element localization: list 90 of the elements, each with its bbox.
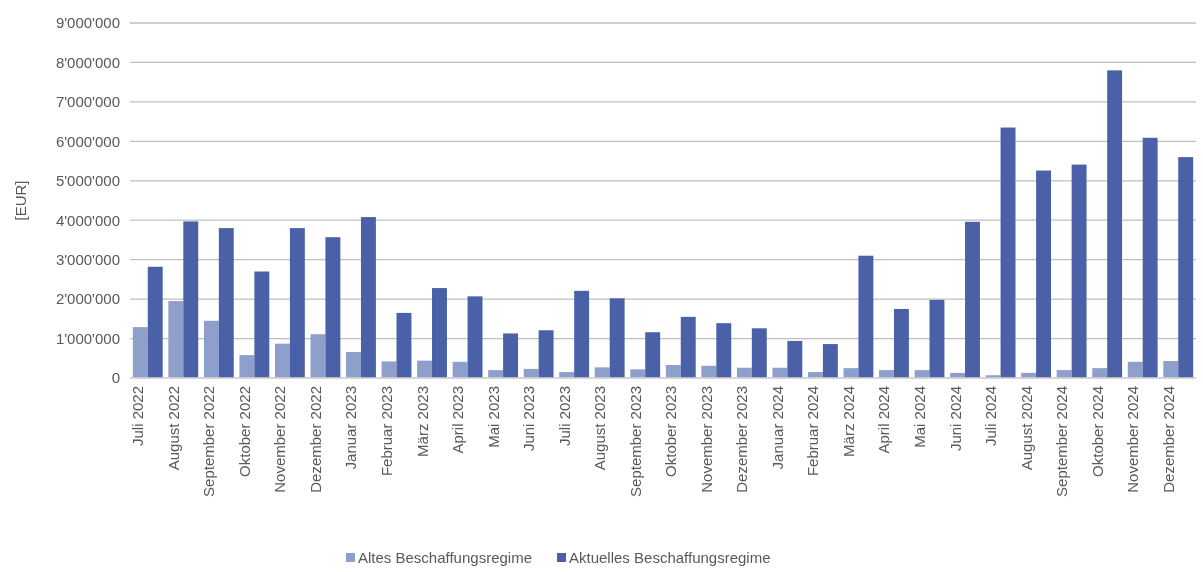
x-tick-label: August 2023 [591, 386, 609, 471]
y-tick-label: 0 [111, 369, 120, 387]
bar [360, 217, 376, 378]
x-tick-label: Februar 2023 [378, 386, 395, 477]
x-tick-label: Juli 2022 [129, 386, 147, 447]
bar [168, 301, 184, 378]
x-tick-label: Juli 2023 [555, 386, 573, 447]
x-tick-label: Mai 2023 [484, 386, 502, 448]
x-tick-label: Oktober 2024 [1088, 386, 1106, 477]
y-tick-label: 8'000'000 [55, 53, 120, 71]
x-tick-label: November 2024 [1124, 386, 1142, 493]
x-tick-label: Juni 2024 [946, 386, 964, 452]
x-tick-label: Dezember 2022 [306, 386, 324, 493]
bar [183, 221, 199, 378]
bar [254, 271, 270, 378]
bar [701, 365, 717, 378]
x-tick-label: Januar 2023 [342, 386, 360, 470]
bar [787, 340, 803, 378]
bar [417, 360, 433, 378]
x-tick-label: Dezember 2023 [733, 386, 751, 493]
bar [203, 320, 219, 378]
bar [274, 343, 290, 378]
x-tick-label: Januar 2024 [768, 386, 786, 470]
x-tick-label: August 2024 [1017, 386, 1035, 471]
bar [858, 255, 874, 378]
bar [310, 334, 326, 378]
bar [1142, 137, 1158, 378]
bar [1036, 170, 1052, 378]
x-tick-label: September 2024 [1053, 386, 1071, 497]
x-tick-label: Oktober 2022 [235, 386, 253, 477]
bar [893, 308, 909, 378]
y-tick-label: 5'000'000 [55, 172, 120, 190]
bar [645, 332, 661, 378]
x-tick-label: November 2023 [697, 386, 715, 493]
bar [538, 330, 554, 378]
x-tick-label: Februar 2024 [804, 386, 822, 477]
bar [751, 328, 767, 378]
bar [432, 288, 447, 378]
bar [574, 290, 590, 378]
y-tick-label: 6'000'000 [55, 132, 120, 150]
y-tick-label: 4'000'000 [55, 211, 120, 229]
bar [381, 361, 397, 378]
x-tick-label: März 2023 [413, 386, 431, 457]
x-tick-label: September 2023 [626, 386, 644, 497]
bar [396, 312, 412, 378]
x-tick-label: August 2022 [164, 386, 182, 471]
bar [1127, 361, 1143, 378]
bar [822, 344, 838, 378]
x-tick-label: Mai 2024 [911, 386, 928, 448]
bar [1071, 164, 1087, 378]
x-tick-label: Juni 2023 [520, 386, 538, 452]
y-tick-label: 2'000'000 [55, 290, 120, 308]
x-tick-label: November 2022 [271, 386, 289, 493]
y-tick-label: 3'000'000 [55, 250, 120, 268]
bar [609, 298, 625, 378]
bar [503, 333, 519, 378]
bar [1163, 361, 1179, 378]
bar [452, 361, 468, 378]
bar [239, 355, 255, 378]
legend-label: Altes Beschaffungsregime [358, 549, 532, 566]
bar [594, 367, 610, 378]
x-tick-label: September 2022 [200, 386, 218, 497]
bar [467, 296, 483, 378]
x-tick-label: Dezember 2024 [1159, 386, 1177, 493]
y-tick-label: 1'000'000 [55, 329, 120, 347]
bar [665, 364, 681, 378]
bar [1092, 368, 1108, 378]
legend-label: Aktuelles Beschaffungsregime [569, 549, 771, 566]
bar [680, 316, 696, 378]
bar [1000, 127, 1016, 378]
bar [1107, 70, 1123, 378]
x-tick-label: April 2024 [875, 386, 893, 454]
bar [218, 228, 234, 378]
x-tick-label: Juli 2024 [982, 386, 1000, 447]
bar [346, 351, 361, 378]
bar [147, 266, 163, 378]
y-tick-label: 9'000'000 [55, 14, 120, 32]
x-tick-label: Oktober 2023 [662, 386, 680, 477]
y-axis-title: [EUR] [12, 180, 29, 221]
bar [325, 237, 341, 378]
y-tick-label: 7'000'000 [55, 93, 120, 111]
bar [716, 323, 732, 378]
bar [1178, 157, 1194, 378]
x-tick-label: April 2023 [449, 386, 467, 454]
bar [289, 228, 305, 378]
bar [965, 221, 980, 378]
bar [132, 327, 148, 378]
bar [929, 299, 945, 378]
bar [630, 369, 646, 378]
x-tick-label: März 2024 [839, 386, 857, 457]
